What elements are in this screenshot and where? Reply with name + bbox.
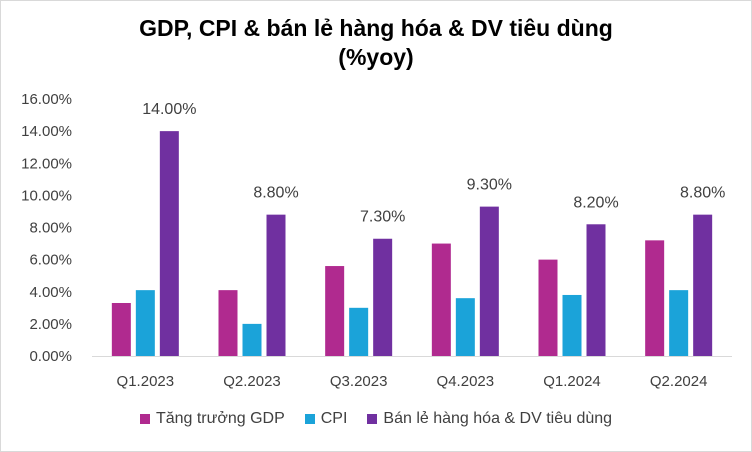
- bar-cpi: [669, 290, 689, 356]
- bar-gdp: [111, 302, 131, 356]
- legend-swatch-retail: [367, 414, 378, 424]
- legend-item-gdp: Tăng trưởng GDP: [139, 410, 285, 428]
- y-tick-label: 4.00%: [29, 284, 72, 301]
- y-tick-label: 0.00%: [29, 348, 72, 365]
- bar-gdp: [431, 243, 451, 356]
- data-label: 8.80%: [680, 185, 725, 202]
- x-tick-label: Q3.2023: [330, 373, 388, 390]
- legend-item-retail: Bán lẻ hàng hóa & DV tiêu dùng: [367, 410, 612, 428]
- bar-retail: [373, 238, 393, 356]
- bar-gdp: [645, 240, 665, 356]
- y-tick-label: 6.00%: [29, 252, 72, 269]
- bar-retail: [586, 224, 606, 356]
- x-tick-label: Q1.2024: [543, 373, 601, 390]
- bar-retail: [479, 206, 499, 356]
- legend-swatch-cpi: [304, 414, 315, 424]
- legend-label-retail: Bán lẻ hàng hóa & DV tiêu dùng: [383, 410, 613, 427]
- bar-cpi: [135, 290, 155, 356]
- chart-title-line-1: GDP, CPI & bán lẻ hàng hóa & DV tiêu dùn…: [139, 15, 613, 41]
- x-tick-label: Q4.2023: [437, 373, 495, 390]
- y-tick-label: 14.00%: [21, 123, 72, 140]
- x-tick-label: Q2.2023: [223, 373, 281, 390]
- y-tick-label: 2.00%: [29, 316, 72, 333]
- legend-label-gdp: Tăng trưởng GDP: [155, 410, 285, 427]
- bar-cpi: [242, 323, 262, 356]
- x-tick-label: Q1.2023: [117, 373, 175, 390]
- bar-retail: [693, 214, 713, 356]
- legend-label-cpi: CPI: [320, 410, 348, 427]
- data-label: 7.30%: [360, 209, 405, 226]
- bar-gdp: [218, 290, 238, 356]
- y-tick-label: 12.00%: [21, 155, 72, 172]
- x-tick-label: Q2.2024: [650, 373, 708, 390]
- chart-title-line-2: (%yoy): [338, 44, 414, 70]
- data-label: 8.80%: [253, 185, 298, 202]
- legend-item-cpi: CPI: [304, 410, 348, 428]
- y-tick-label: 8.00%: [29, 220, 72, 237]
- y-tick-label: 16.00%: [21, 91, 72, 108]
- bar-retail: [266, 214, 286, 356]
- bar-cpi: [562, 294, 582, 356]
- chart-title: GDP, CPI & bán lẻ hàng hóa & DV tiêu dùn…: [0, 14, 752, 72]
- bar-gdp: [325, 266, 345, 356]
- data-label: 8.20%: [573, 194, 618, 211]
- legend: Tăng trưởng GDP CPI Bán lẻ hàng hóa & DV…: [0, 406, 752, 432]
- data-label: 9.30%: [467, 177, 512, 194]
- bar-cpi: [349, 307, 369, 356]
- legend-swatch-gdp: [139, 414, 150, 424]
- data-label: 14.00%: [142, 101, 196, 118]
- y-tick-label: 10.00%: [21, 187, 72, 204]
- bar-retail: [159, 131, 179, 356]
- bar-gdp: [538, 259, 558, 356]
- bar-cpi: [455, 298, 475, 356]
